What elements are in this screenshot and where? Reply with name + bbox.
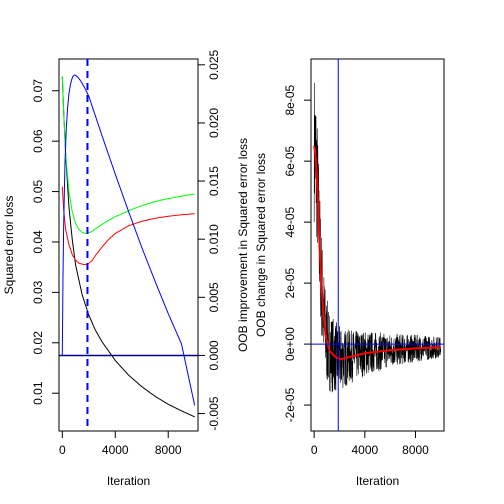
right-y-tick-label: 0e+00 — [283, 327, 297, 361]
left-right-axis: -0.005 0.000 0.005 0.010 0.015 0.020 0.025 — [198, 49, 221, 431]
right-x-tick-label: 0 — [311, 443, 318, 457]
right-x-axis: 0 4000 8000 — [311, 431, 429, 457]
left-right-tick-label: 0.010 — [207, 224, 221, 254]
left-y-tick-label: 0.01 — [31, 381, 45, 405]
right-y-tick-label: -2e-05 — [283, 387, 297, 422]
right-y-axis: -2e-05 0e+00 2e-05 4e-05 6e-05 8e-05 — [283, 84, 311, 422]
left-y-tick-label: 0.04 — [31, 230, 45, 254]
right-x-axis-label: Iteration — [356, 474, 399, 488]
left-x-axis: 0 4000 8000 — [59, 431, 182, 457]
left-x-axis-label: Iteration — [107, 474, 150, 488]
left-right-tick-label: 0.005 — [207, 282, 221, 312]
left-right-axis-label: OOB improvement in Squared error loss — [236, 138, 250, 352]
right-smoothed-series-line — [313, 145, 441, 361]
left-right-tick-label: 0.020 — [207, 108, 221, 138]
right-y-tick-label: 8e-05 — [283, 84, 297, 115]
right-y-tick-label: 6e-05 — [283, 145, 297, 176]
right-x-tick-label: 4000 — [351, 443, 378, 457]
left-y-axis: 0.01 0.02 0.03 0.04 0.05 0.06 0.07 — [31, 79, 59, 405]
left-y-axis-label: Squared error loss — [2, 196, 16, 295]
left-x-tick-label: 8000 — [155, 443, 182, 457]
right-y-axis-label: OOB change in Squared error loss — [254, 153, 268, 337]
right-x-tick-label: 8000 — [402, 443, 429, 457]
left-y-tick-label: 0.03 — [31, 280, 45, 304]
right-noisy-series-line — [313, 82, 442, 393]
left-right-tick-label: 0.000 — [207, 340, 221, 370]
right-y-tick-label: 2e-05 — [283, 267, 297, 298]
left-x-tick-label: 4000 — [102, 443, 129, 457]
left-y-tick-label: 0.05 — [31, 180, 45, 204]
right-y-tick-label: 4e-05 — [283, 206, 297, 237]
left-series-line-0 — [61, 76, 195, 418]
left-series-group — [59, 59, 198, 431]
right-plot-frame — [310, 58, 445, 432]
left-plot-frame — [58, 58, 199, 432]
left-x-tick-label: 0 — [59, 443, 66, 457]
left-series-line-3 — [61, 74, 196, 406]
left-right-tick-label: 0.015 — [207, 166, 221, 196]
left-y-tick-label: 0.06 — [31, 129, 45, 153]
right-panel: 0 4000 8000 -2e-05 0e+00 2e-05 4e-05 6e-05 8e-0… — [254, 58, 445, 488]
left-panel: 0 4000 8000 0.01 0.02 0.03 0.04 0.05 0.06 0.07 -… — [2, 49, 250, 488]
left-series-line-1 — [61, 186, 195, 266]
left-y-tick-label: 0.02 — [31, 331, 45, 355]
left-right-tick-label: -0.005 — [207, 396, 221, 430]
left-right-tick-label: 0.025 — [207, 49, 221, 79]
left-y-tick-label: 0.07 — [31, 79, 45, 103]
right-series-group — [311, 59, 444, 431]
